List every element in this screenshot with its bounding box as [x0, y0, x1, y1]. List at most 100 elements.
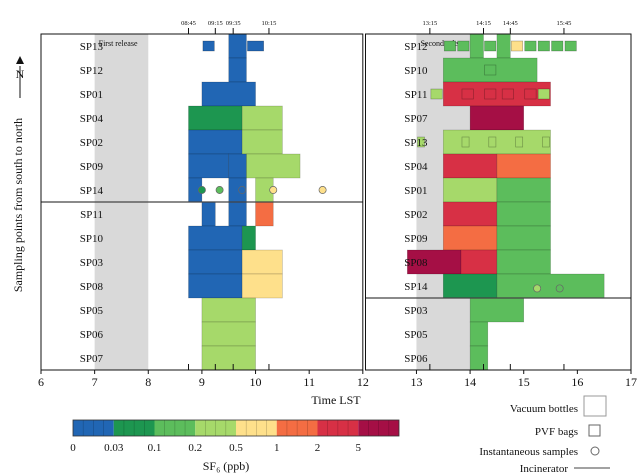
panel2-row-label-1: SP10	[404, 65, 428, 77]
panel1-row-label-7: SP11	[80, 209, 103, 221]
colorbar-tick-label-7: 5	[356, 442, 362, 454]
panel2-row-label-11: SP03	[404, 305, 428, 317]
panel1-cell-7	[188, 153, 230, 179]
panel2-cell-15	[460, 249, 498, 275]
panel1-row-label-6: SP14	[80, 185, 104, 197]
panel2-cell-16	[496, 249, 551, 275]
panel1-top-tick-label-3: 10:15	[262, 20, 277, 27]
colorbar: 0 0.03 0.1 0.2 0.5 1 2 5	[70, 419, 400, 454]
panel1-cell-3	[188, 105, 243, 131]
colorbar-swatch-3	[195, 420, 236, 436]
panel2-cell-18	[496, 273, 605, 299]
panel2-row-label-5: SP04	[404, 161, 428, 173]
panel2-cell-7	[496, 153, 551, 179]
panel1-cell-6	[241, 129, 283, 155]
panel2-bag-2	[484, 40, 497, 52]
legend-incinerator-label: Incinerator	[520, 463, 569, 473]
x-tick-label-9: 15	[518, 375, 530, 389]
panel1-top-tick-label-1: 09:15	[208, 20, 223, 27]
colorbar-swatch-5	[276, 420, 318, 436]
panel1-cell-4	[241, 105, 283, 131]
panel2-top-tick-label-0: 13:15	[422, 20, 437, 27]
panel2-top-tick-label-3: 15:45	[557, 20, 572, 27]
panel2-row-label-6: SP01	[404, 185, 427, 197]
panel1-cell-2	[201, 81, 256, 107]
panel1-release-label: First release	[99, 39, 138, 48]
panel1-cell-21	[241, 273, 283, 299]
colorbar-frame	[72, 419, 400, 437]
panel2-cell-1	[496, 33, 511, 59]
panel1-cell-0	[228, 33, 247, 59]
panel2-bag-0	[443, 40, 456, 52]
panel2-cell-9	[496, 177, 551, 203]
panel2-row-label-12: SP05	[404, 329, 428, 341]
panel2-cell-11	[496, 201, 551, 227]
panel2-bag-6	[551, 40, 564, 52]
panel1-row-label-8: SP10	[80, 233, 104, 245]
legend: Vacuum bottles PVF bags Instantaneous sa…	[479, 395, 610, 473]
panel2-bag-19	[542, 136, 550, 148]
x-tick-label-11: 17	[625, 375, 637, 389]
panel2-bag-15	[417, 136, 425, 148]
panel2-cell-0	[469, 33, 484, 59]
colorbar-swatch-2	[154, 420, 196, 436]
panel1-top-tick-label-2: 09:35	[226, 20, 241, 27]
panel1-row-label-12: SP06	[80, 329, 104, 341]
panel2-bag-5	[537, 40, 550, 52]
colorbar-tick-label-1: 0.03	[104, 442, 124, 454]
x-tick-label-5: 11	[303, 375, 315, 389]
panel2-row-label-9: SP08	[404, 257, 428, 269]
panel2-bag-4	[524, 40, 537, 52]
panel2-cell-6	[442, 153, 498, 179]
legend-pvf-symbol	[588, 424, 601, 437]
panel1-instantaneous-3	[269, 186, 278, 194]
pvf-bag-cells	[202, 40, 577, 148]
panel1-row-label-11: SP05	[80, 305, 104, 317]
panel2-bag-10	[461, 88, 474, 100]
panel2-frame	[365, 33, 632, 371]
x-tick-label-4: 10	[250, 375, 262, 389]
colorbar-swatch-0	[73, 420, 114, 436]
colorbar-tick-label-0: 0	[70, 442, 76, 454]
panel2-cell-4	[469, 105, 525, 131]
panel1-cell-9	[246, 153, 301, 179]
x-tick-label-7: 13	[410, 375, 422, 389]
row-labels: SP13 SP12 SP01 SP04 SP02 SP09 SP14 SP11 SP10 SP03…	[80, 41, 428, 365]
colorbar-label: SF₆ (ppb)	[203, 459, 250, 473]
panel2-cell-13	[496, 225, 551, 251]
panel1-cell-16	[188, 225, 243, 251]
panel2-cell-5	[442, 129, 551, 155]
x-tick-label-1: 7	[92, 375, 98, 389]
legend-pvf-label: PVF bags	[535, 426, 578, 438]
x-tick-label-2: 8	[145, 375, 151, 389]
panel1-row-label-0: SP13	[80, 41, 104, 53]
panel1-cell-5	[188, 129, 243, 155]
panel1-cell-23	[201, 321, 256, 347]
x-tick-label-10: 16	[571, 375, 583, 389]
panel2-bag-1	[457, 40, 470, 52]
panel2-cell-20	[469, 321, 489, 347]
panel1-row-label-1: SP12	[80, 65, 103, 77]
panel1-instantaneous-0	[197, 186, 206, 194]
legend-vacuum-label: Vacuum bottles	[510, 403, 578, 415]
panel1-instantaneous-4	[318, 186, 327, 194]
panel2-row-label-7: SP02	[404, 209, 427, 221]
panel2-cell-10	[442, 201, 498, 227]
panel2-instantaneous-1	[555, 284, 564, 293]
panel1-top-tick-label-0: 08:45	[181, 20, 196, 27]
panel1-cell-22	[201, 297, 256, 323]
panel1-row-label-4: SP02	[80, 137, 103, 149]
x-axis-label: Time LST	[311, 393, 361, 407]
panel2-cell-8	[442, 177, 498, 203]
panel1-cell-13	[201, 201, 216, 227]
panel2-row-label-8: SP09	[404, 233, 428, 245]
panel1-cell-8	[228, 153, 247, 179]
colorbar-swatch-6	[317, 420, 359, 436]
colorbar-tick-label-5: 1	[274, 442, 280, 454]
panel2-bag-14	[537, 88, 550, 100]
panel2-bag-17	[488, 136, 497, 148]
panel1-bag-0	[202, 40, 215, 52]
x-axis: 6 7 8 9 10 11 12 13 14 15 16 17	[38, 364, 637, 389]
panel1-row-label-13: SP07	[80, 353, 104, 365]
